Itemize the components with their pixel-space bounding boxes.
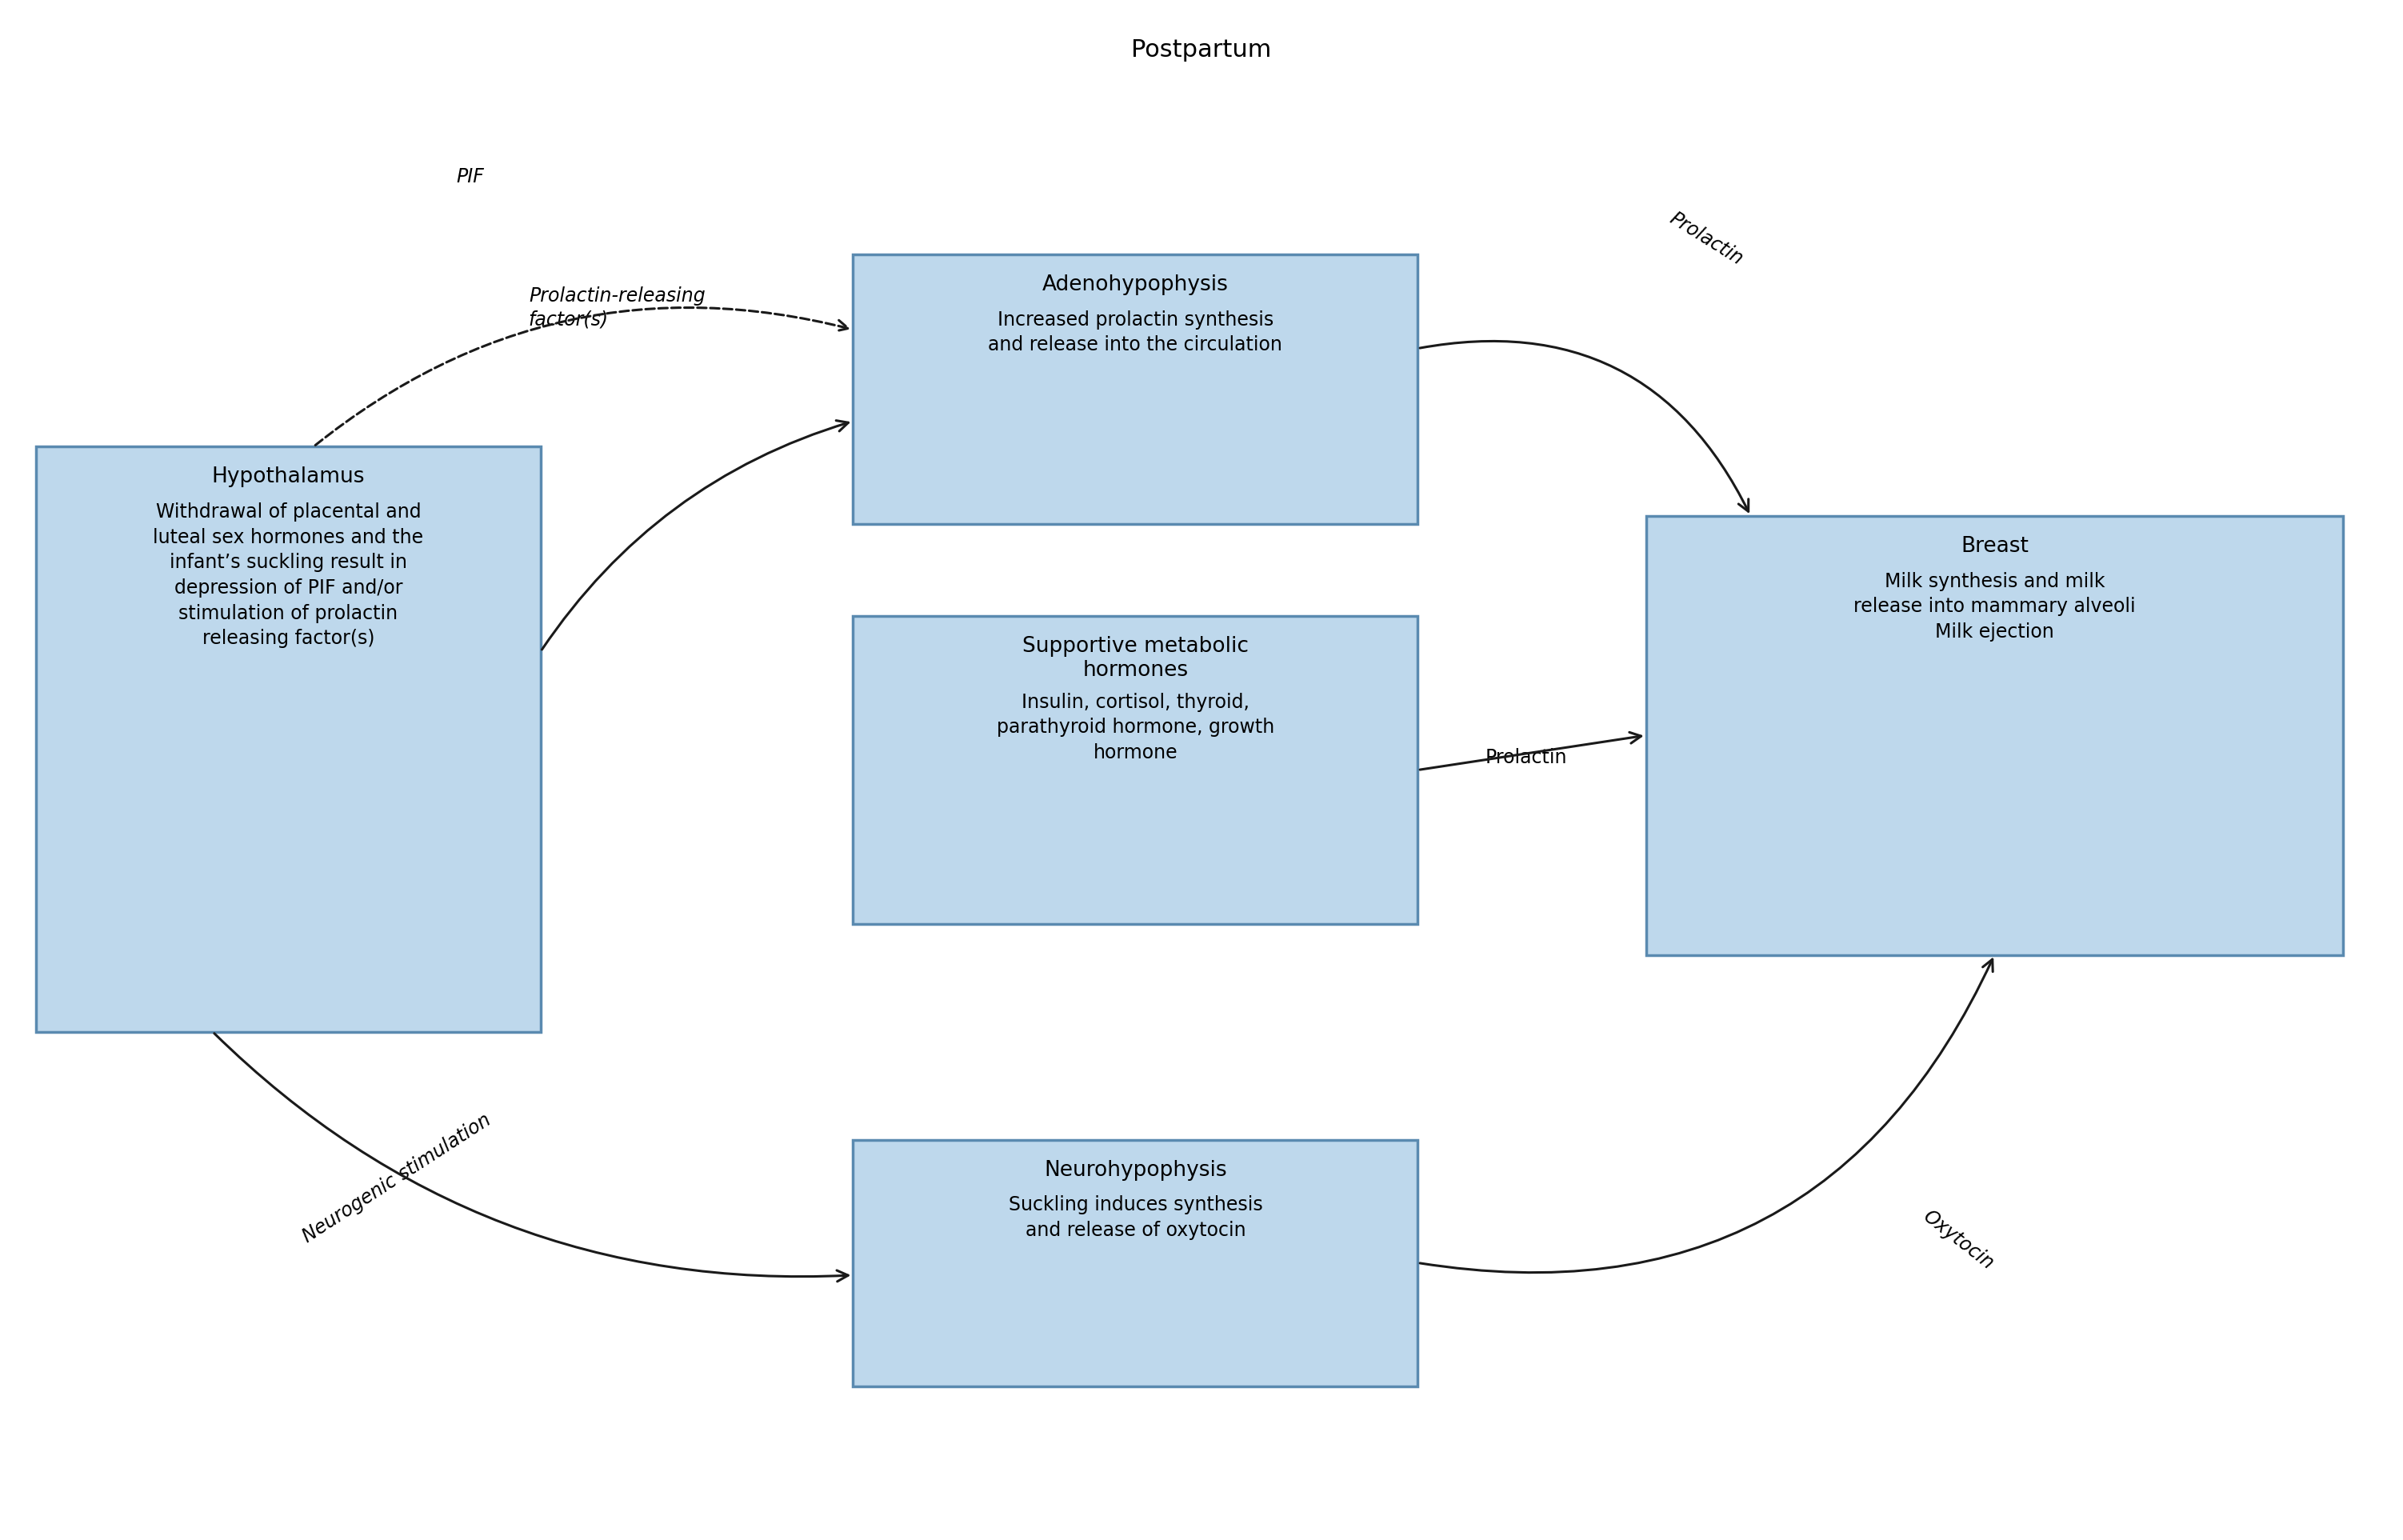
Text: Withdrawal of placental and
luteal sex hormones and the
infant’s suckling result: Withdrawal of placental and luteal sex h… xyxy=(154,502,423,648)
Text: Suckling induces synthesis
and release of oxytocin: Suckling induces synthesis and release o… xyxy=(1009,1195,1262,1240)
FancyBboxPatch shape xyxy=(853,254,1418,524)
Text: Supportive metabolic
hormones: Supportive metabolic hormones xyxy=(1021,636,1250,681)
Text: Oxytocin: Oxytocin xyxy=(1920,1206,1997,1274)
Text: Milk synthesis and milk
release into mammary alveoli
Milk ejection: Milk synthesis and milk release into mam… xyxy=(1853,571,2136,642)
Text: Breast: Breast xyxy=(1961,536,2028,557)
Text: Adenohypophysis: Adenohypophysis xyxy=(1043,274,1228,296)
FancyBboxPatch shape xyxy=(853,616,1418,924)
Text: Neurogenic stimulation: Neurogenic stimulation xyxy=(298,1110,495,1246)
Text: Increased prolactin synthesis
and release into the circulation: Increased prolactin synthesis and releas… xyxy=(988,310,1283,354)
FancyBboxPatch shape xyxy=(36,447,541,1032)
FancyBboxPatch shape xyxy=(1646,516,2343,955)
Text: Prolactin: Prolactin xyxy=(1665,208,1747,269)
Text: Prolactin: Prolactin xyxy=(1485,748,1567,767)
Text: Neurohypophysis: Neurohypophysis xyxy=(1043,1160,1228,1181)
FancyBboxPatch shape xyxy=(853,1140,1418,1386)
Text: Insulin, cortisol, thyroid,
parathyroid hormone, growth
hormone: Insulin, cortisol, thyroid, parathyroid … xyxy=(997,693,1274,762)
Text: Hypothalamus: Hypothalamus xyxy=(211,467,365,488)
Text: Postpartum: Postpartum xyxy=(1132,38,1271,62)
Text: Prolactin-releasing
factor(s): Prolactin-releasing factor(s) xyxy=(529,286,704,330)
Text: PIF: PIF xyxy=(457,168,485,186)
